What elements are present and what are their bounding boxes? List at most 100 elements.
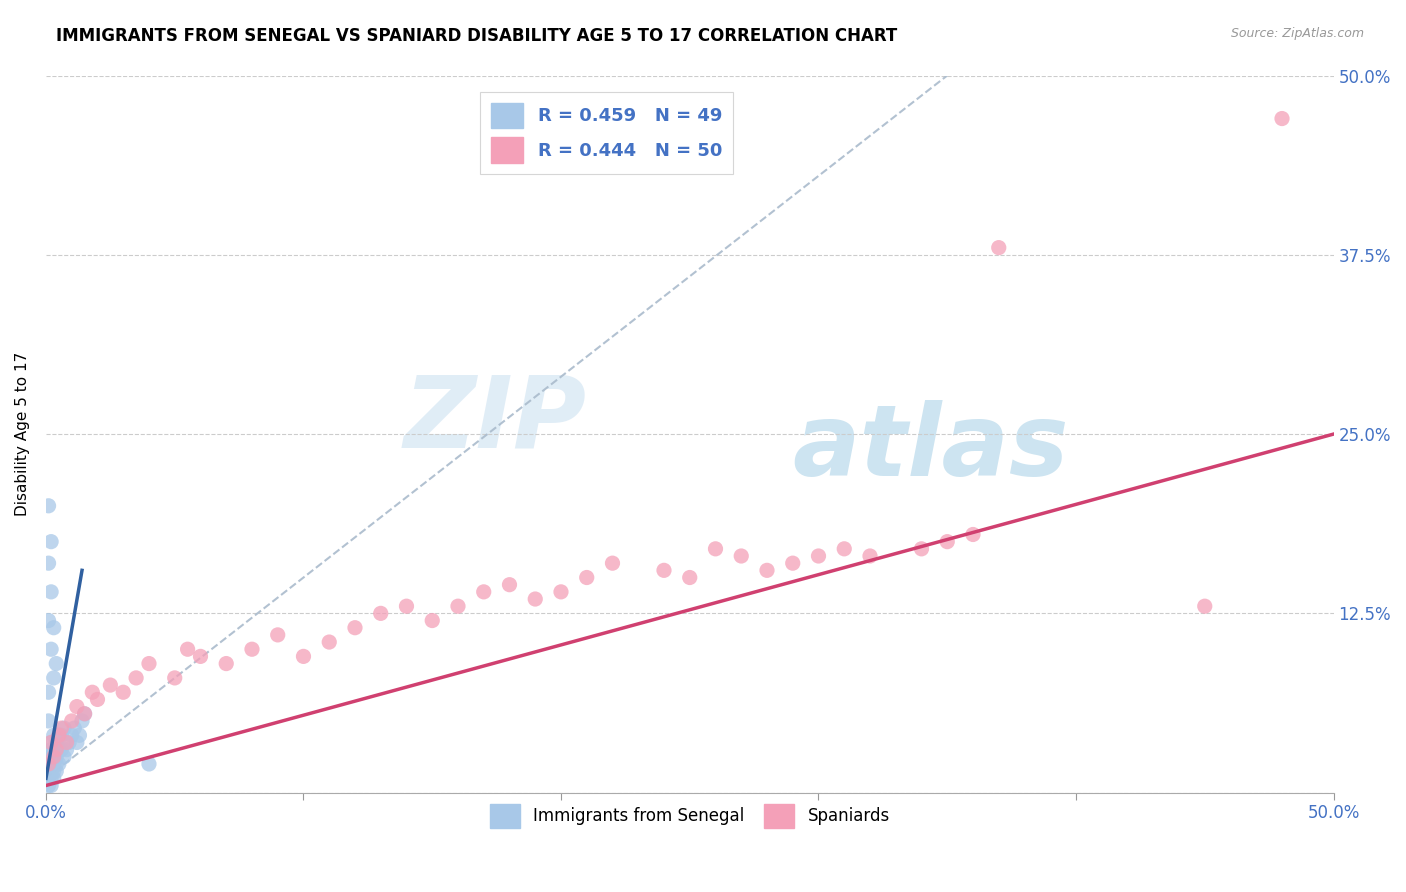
Point bbox=[45, 749, 67, 764]
Point bbox=[42, 756, 65, 771]
Point bbox=[48, 728, 70, 742]
Point bbox=[39, 534, 62, 549]
Point bbox=[472, 585, 495, 599]
Point bbox=[38, 764, 60, 779]
Point bbox=[45, 742, 67, 756]
Point bbox=[42, 749, 65, 764]
Point bbox=[125, 671, 148, 685]
Point bbox=[73, 706, 96, 721]
Point bbox=[602, 556, 624, 570]
Point bbox=[807, 549, 830, 563]
Point bbox=[240, 642, 263, 657]
Point bbox=[39, 756, 62, 771]
Point bbox=[39, 735, 62, 749]
Text: Source: ZipAtlas.com: Source: ZipAtlas.com bbox=[1230, 27, 1364, 40]
Point bbox=[1271, 112, 1294, 126]
Point bbox=[39, 735, 62, 749]
Point bbox=[55, 742, 77, 756]
Point bbox=[60, 714, 83, 728]
Point bbox=[176, 642, 198, 657]
Point bbox=[38, 756, 60, 771]
Point bbox=[39, 642, 62, 657]
Point bbox=[39, 764, 62, 779]
Point bbox=[447, 599, 470, 614]
Point bbox=[138, 756, 160, 771]
Point bbox=[86, 692, 108, 706]
Point bbox=[73, 706, 96, 721]
Point bbox=[1194, 599, 1216, 614]
Point bbox=[38, 779, 60, 793]
Point bbox=[55, 735, 77, 749]
Point bbox=[66, 699, 89, 714]
Point bbox=[38, 556, 60, 570]
Point bbox=[51, 721, 73, 735]
Point bbox=[343, 621, 366, 635]
Point bbox=[215, 657, 238, 671]
Point bbox=[45, 735, 67, 749]
Point bbox=[730, 549, 752, 563]
Text: ZIP: ZIP bbox=[404, 371, 586, 468]
Point bbox=[318, 635, 340, 649]
Point bbox=[38, 714, 60, 728]
Point bbox=[42, 764, 65, 779]
Point bbox=[51, 728, 73, 742]
Point bbox=[292, 649, 315, 664]
Point bbox=[53, 721, 76, 735]
Point bbox=[38, 772, 60, 786]
Point bbox=[42, 749, 65, 764]
Point bbox=[39, 749, 62, 764]
Point bbox=[66, 735, 89, 749]
Point bbox=[679, 570, 702, 584]
Point bbox=[962, 527, 984, 541]
Point bbox=[38, 499, 60, 513]
Point bbox=[53, 749, 76, 764]
Point bbox=[112, 685, 135, 699]
Point bbox=[98, 678, 121, 692]
Point bbox=[370, 607, 392, 621]
Point bbox=[45, 764, 67, 779]
Point bbox=[42, 728, 65, 742]
Point bbox=[39, 779, 62, 793]
Point bbox=[39, 772, 62, 786]
Point bbox=[48, 742, 70, 756]
Point bbox=[190, 649, 212, 664]
Point bbox=[48, 728, 70, 742]
Point bbox=[69, 728, 91, 742]
Point bbox=[420, 614, 443, 628]
Text: atlas: atlas bbox=[793, 400, 1069, 497]
Point bbox=[42, 742, 65, 756]
Point bbox=[42, 621, 65, 635]
Point bbox=[859, 549, 882, 563]
Point bbox=[39, 585, 62, 599]
Point bbox=[63, 721, 86, 735]
Point bbox=[38, 614, 60, 628]
Point bbox=[575, 570, 598, 584]
Point bbox=[58, 735, 80, 749]
Point bbox=[267, 628, 290, 642]
Point bbox=[524, 592, 547, 607]
Point bbox=[82, 685, 104, 699]
Text: IMMIGRANTS FROM SENEGAL VS SPANIARD DISABILITY AGE 5 TO 17 CORRELATION CHART: IMMIGRANTS FROM SENEGAL VS SPANIARD DISA… bbox=[56, 27, 897, 45]
Point bbox=[60, 728, 83, 742]
Point bbox=[395, 599, 418, 614]
Point bbox=[42, 671, 65, 685]
Point bbox=[70, 714, 93, 728]
Point bbox=[38, 685, 60, 699]
Point bbox=[910, 541, 932, 556]
Point bbox=[39, 742, 62, 756]
Point bbox=[45, 657, 67, 671]
Point bbox=[782, 556, 804, 570]
Point bbox=[138, 657, 160, 671]
Point bbox=[48, 756, 70, 771]
Point bbox=[38, 756, 60, 771]
Point bbox=[51, 742, 73, 756]
Y-axis label: Disability Age 5 to 17: Disability Age 5 to 17 bbox=[15, 352, 30, 516]
Point bbox=[652, 563, 675, 577]
Legend: Immigrants from Senegal, Spaniards: Immigrants from Senegal, Spaniards bbox=[484, 797, 897, 835]
Point bbox=[45, 756, 67, 771]
Point bbox=[550, 585, 572, 599]
Point bbox=[498, 577, 520, 591]
Point bbox=[38, 749, 60, 764]
Point bbox=[704, 541, 727, 556]
Point bbox=[756, 563, 779, 577]
